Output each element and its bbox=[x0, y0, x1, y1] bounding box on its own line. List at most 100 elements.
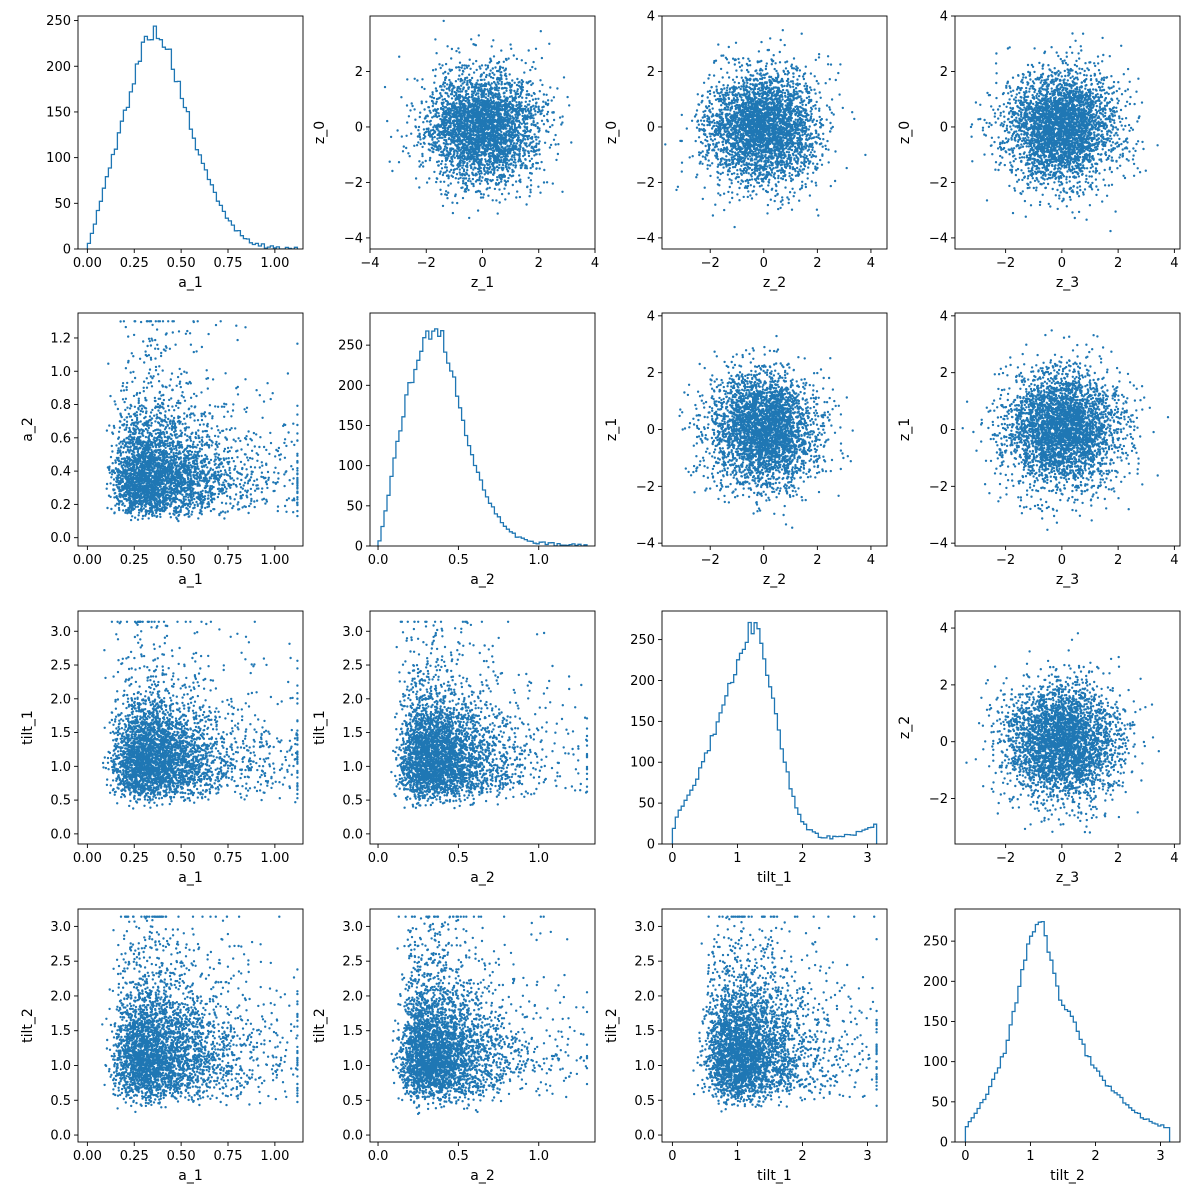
y-axis-label: z_0 bbox=[604, 121, 620, 144]
y-tick-label: 150 bbox=[338, 419, 363, 434]
subplot-histogram-3-3: 0 1 2 3 0 50 100 150 200 250 tilt_2 bbox=[923, 908, 1181, 1184]
y-tick-label: 0 bbox=[940, 423, 948, 438]
y-tick-label: 3.0 bbox=[342, 625, 363, 640]
y-tick-label: 0 bbox=[647, 838, 655, 853]
y-tick-label: 200 bbox=[923, 975, 948, 990]
y-tick-label: −4 bbox=[636, 231, 655, 246]
y-axis-label: z_1 bbox=[897, 418, 913, 441]
y-tick-label: 4 bbox=[940, 309, 948, 324]
axes-frame bbox=[661, 15, 888, 250]
y-tick-label: 100 bbox=[923, 1055, 948, 1070]
y-tick-label: 4 bbox=[940, 622, 948, 637]
y-tick-label: 2.5 bbox=[342, 659, 363, 674]
x-tick-label: 0 bbox=[1058, 851, 1066, 866]
x-tick-label: 2 bbox=[798, 851, 806, 866]
plot-area bbox=[671, 621, 878, 844]
y-tick-label: 2 bbox=[647, 65, 655, 80]
y-tick-label: 0.0 bbox=[50, 1129, 71, 1144]
x-tick-label: 3 bbox=[863, 1149, 871, 1164]
x-axis-label: a_2 bbox=[470, 1168, 495, 1184]
y-tick-label: 2.5 bbox=[342, 955, 363, 970]
plot-area bbox=[105, 320, 299, 523]
y-tick-label: 0 bbox=[647, 120, 655, 135]
y-axis-label: z_0 bbox=[897, 121, 913, 144]
plot-area bbox=[961, 329, 1170, 531]
y-tick-label: −4 bbox=[344, 231, 363, 246]
subplot-scatter-0-3: −2 0 2 4 −4 −2 0 2 4 z_3 z_0 bbox=[897, 10, 1181, 291]
x-axis-label: tilt_1 bbox=[757, 1168, 792, 1184]
y-tick-label: 2.5 bbox=[50, 955, 71, 970]
plot-area bbox=[969, 32, 1159, 233]
y-tick-label: 1.0 bbox=[342, 1059, 363, 1074]
axes-frame bbox=[77, 312, 304, 547]
y-tick-label: 0.8 bbox=[50, 398, 71, 413]
axes-frame bbox=[661, 610, 888, 845]
x-tick-label: 0 bbox=[760, 553, 768, 568]
y-tick-label: 3.0 bbox=[342, 920, 363, 935]
y-tick-label: −2 bbox=[636, 480, 655, 495]
x-axis-label: z_3 bbox=[1056, 870, 1079, 886]
y-tick-label: 50 bbox=[931, 1095, 948, 1110]
x-tick-label: 0.00 bbox=[73, 1149, 102, 1164]
scatter-points bbox=[961, 329, 1170, 531]
x-axis-label: z_2 bbox=[763, 572, 786, 588]
x-tick-label: −2 bbox=[417, 256, 436, 271]
y-axis-label: tilt_1 bbox=[20, 710, 36, 745]
scatter-points bbox=[664, 29, 867, 229]
x-tick-label: 1.0 bbox=[528, 851, 549, 866]
plot-area bbox=[101, 915, 299, 1114]
y-tick-label: 0.5 bbox=[634, 1094, 655, 1109]
y-tick-label: 3.0 bbox=[634, 920, 655, 935]
y-tick-label: 0.0 bbox=[342, 1129, 363, 1144]
y-tick-label: 2.0 bbox=[50, 692, 71, 707]
y-tick-label: 0.5 bbox=[342, 794, 363, 809]
y-tick-label: 2.5 bbox=[50, 659, 71, 674]
y-tick-label: 0.6 bbox=[50, 431, 71, 446]
y-tick-label: 2.0 bbox=[50, 989, 71, 1004]
y-tick-label: 0 bbox=[355, 120, 363, 135]
x-tick-label: 0.00 bbox=[73, 553, 102, 568]
x-tick-label: −2 bbox=[701, 553, 720, 568]
x-tick-label: 0 bbox=[668, 851, 676, 866]
y-tick-label: 0 bbox=[940, 120, 948, 135]
x-tick-label: 0.5 bbox=[448, 851, 469, 866]
x-tick-label: 0.50 bbox=[167, 553, 196, 568]
y-tick-label: 0 bbox=[355, 540, 363, 555]
y-tick-label: 1.0 bbox=[50, 365, 71, 380]
y-tick-label: 3.0 bbox=[50, 920, 71, 935]
y-tick-label: −4 bbox=[929, 537, 948, 552]
x-tick-label: 1 bbox=[733, 851, 741, 866]
y-tick-label: −2 bbox=[929, 792, 948, 807]
y-tick-label: 1.5 bbox=[634, 1024, 655, 1039]
x-tick-label: 2 bbox=[1091, 1149, 1099, 1164]
x-axis-label: z_1 bbox=[471, 275, 494, 291]
scatter-points bbox=[390, 915, 589, 1116]
x-tick-label: 0.0 bbox=[368, 553, 389, 568]
plot-area bbox=[390, 620, 589, 810]
y-tick-label: 250 bbox=[338, 339, 363, 354]
x-tick-label: 2 bbox=[535, 256, 543, 271]
plot-area bbox=[101, 620, 299, 810]
axes-frame bbox=[954, 908, 1181, 1143]
y-tick-label: 100 bbox=[630, 756, 655, 771]
y-tick-label: 0.4 bbox=[50, 465, 71, 480]
x-tick-label: 2 bbox=[1114, 851, 1122, 866]
y-tick-label: 0 bbox=[63, 243, 71, 258]
subplot-scatter-3-1: 0.0 0.5 1.0 0.0 0.5 1.0 1.5 2.0 2.5 3.0 a_2 tilt_2 bbox=[312, 908, 596, 1184]
x-tick-label: −2 bbox=[996, 851, 1015, 866]
scatter-points bbox=[105, 320, 299, 523]
y-tick-label: 1.0 bbox=[342, 760, 363, 775]
x-tick-label: 0.00 bbox=[73, 256, 102, 271]
y-tick-label: 0 bbox=[940, 1136, 948, 1151]
y-axis-label: tilt_2 bbox=[20, 1008, 36, 1043]
axes-frame bbox=[77, 908, 304, 1143]
subplot-scatter-3-0: 0.00 0.25 0.50 0.75 1.00 0.0 0.5 1.0 1.5 2.0 2.5 3.… bbox=[20, 908, 304, 1184]
y-tick-label: 1.0 bbox=[50, 760, 71, 775]
x-tick-label: 0.25 bbox=[120, 851, 149, 866]
y-tick-label: 1.0 bbox=[634, 1059, 655, 1074]
y-tick-label: 250 bbox=[46, 14, 71, 29]
y-tick-label: 2.5 bbox=[634, 955, 655, 970]
axes-frame bbox=[77, 15, 304, 250]
x-axis-label: z_3 bbox=[1056, 275, 1079, 291]
